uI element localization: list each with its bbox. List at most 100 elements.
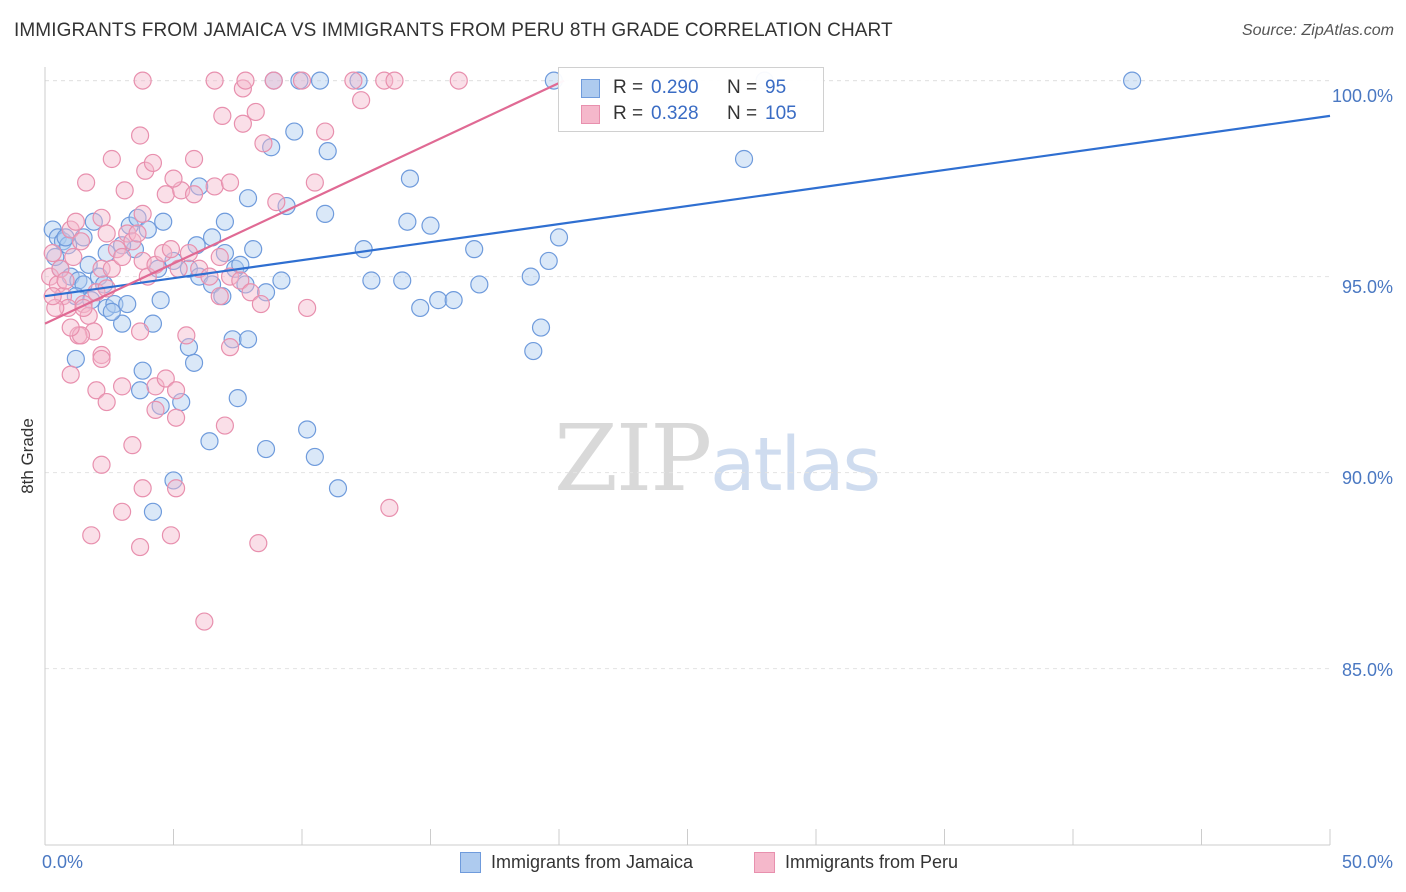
peru-point [205, 177, 224, 196]
peru-point [102, 149, 121, 169]
peru-point [449, 71, 468, 90]
peru-point [292, 71, 312, 90]
legend-r-label: R = [613, 77, 644, 98]
peru-point [236, 71, 255, 90]
jamaica-point [421, 216, 440, 235]
bottom-legend-jamaica: Immigrants from Jamaica [460, 852, 693, 873]
peru-point [246, 102, 265, 122]
jamaica-point [362, 271, 381, 290]
watermark-atlas: atlas [710, 422, 881, 508]
bottom-legend-peru: Immigrants from Peru [754, 852, 958, 873]
peru-point [164, 169, 183, 188]
peru-point [92, 349, 111, 369]
peru-point [130, 537, 150, 557]
y-tick-95: 95.0% [1341, 277, 1393, 297]
legend-n-label: N = [727, 77, 758, 98]
jamaica-point [354, 240, 373, 259]
legend-row-jamaica: R = 0.290 N = 95 [581, 76, 786, 100]
peru-point [200, 267, 219, 286]
peru-point [210, 287, 229, 306]
peru-point [92, 208, 111, 227]
peru-point [97, 224, 116, 243]
peru-point [136, 161, 155, 180]
peru-point [92, 455, 111, 474]
peru-point [123, 436, 142, 455]
watermark: ZIPatlas [554, 405, 881, 512]
jamaica-point [349, 71, 368, 90]
jamaica-point [310, 71, 330, 90]
jamaica-point [1123, 71, 1142, 90]
peru-point [112, 377, 132, 396]
peru-point [267, 193, 286, 212]
jamaica-point [398, 212, 417, 231]
jamaica-point [215, 212, 234, 231]
x-tick-min: 0.0% [42, 852, 84, 872]
peru-point [143, 153, 163, 173]
peru-point [92, 345, 111, 365]
jamaica-point [66, 349, 85, 369]
peru-point [161, 526, 181, 545]
peru-point [115, 181, 134, 200]
chart-title: IMMIGRANTS FROM JAMAICA VS IMMIGRANTS FR… [14, 20, 893, 41]
jamaica-point [549, 228, 569, 247]
source-label: Source: ZipAtlas.com [1241, 22, 1394, 39]
peru-point [195, 612, 214, 631]
y-tick-100: 100.0% [1331, 86, 1393, 106]
jamaica-point [298, 420, 317, 439]
peru-point [156, 185, 175, 204]
jamaica-point [238, 330, 258, 349]
jamaica-trend-line [44, 114, 1331, 298]
jamaica-point [734, 149, 754, 169]
peru-point [161, 240, 181, 259]
legend-n-value: 105 [765, 103, 797, 124]
peru-point [215, 416, 234, 435]
peru-point [130, 126, 150, 145]
jamaica-point [256, 283, 276, 302]
peru-point [92, 259, 111, 278]
peru-point [97, 392, 116, 412]
peru-point [231, 271, 250, 290]
bottom-legend-swatch-jamaica [460, 852, 481, 873]
jamaica-point [118, 294, 137, 314]
peru-point [133, 479, 152, 498]
jamaica-point [272, 271, 291, 290]
jamaica-point [393, 271, 412, 290]
jamaica-point [400, 169, 420, 188]
peru-point [177, 326, 196, 345]
peru-point [61, 365, 80, 384]
peru-point [43, 243, 62, 263]
peru-point [184, 149, 204, 169]
peru-point [184, 185, 204, 204]
peru-point [156, 369, 175, 388]
jamaica-point [184, 353, 204, 372]
peru-point [130, 322, 150, 341]
peru-point [352, 91, 371, 110]
legend-r-value: 0.290 [651, 77, 699, 98]
peru-point [146, 400, 165, 419]
jamaica-point [465, 240, 484, 259]
jamaica-point [238, 189, 258, 208]
bottom-legend-label-jamaica: Immigrants from Jamaica [491, 852, 694, 872]
peru-point [220, 267, 240, 286]
peru-point [133, 204, 152, 223]
y-axis-label: 8th Grade [18, 418, 37, 494]
jamaica-point [524, 341, 543, 361]
x-tick-max: 50.0% [1341, 852, 1393, 872]
peru-point [375, 71, 394, 90]
peru-point [133, 71, 152, 90]
jamaica-point [318, 142, 337, 161]
peru-point [102, 259, 121, 278]
peru-point [249, 534, 268, 553]
jamaica-point [285, 122, 304, 141]
peru-point [264, 71, 283, 90]
jamaica-point [228, 389, 247, 408]
jamaica-point [539, 251, 558, 271]
jamaica-point [143, 502, 163, 521]
peru-point [112, 502, 132, 521]
bottom-legend-label-peru: Immigrants from Peru [785, 852, 959, 872]
peru-point [51, 259, 70, 278]
peru-point [316, 122, 335, 141]
legend-n-label: N = [727, 103, 758, 124]
jamaica-point [470, 275, 489, 294]
